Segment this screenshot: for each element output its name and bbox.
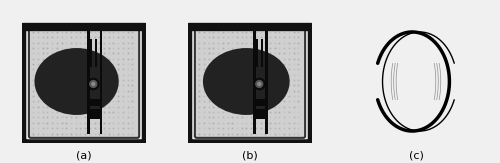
- Bar: [266, 39, 268, 67]
- Circle shape: [254, 78, 265, 89]
- Bar: [253, 30, 256, 133]
- Bar: [253, 109, 268, 119]
- FancyBboxPatch shape: [29, 28, 139, 138]
- Circle shape: [258, 82, 261, 85]
- Circle shape: [92, 82, 95, 85]
- FancyBboxPatch shape: [195, 28, 305, 138]
- Ellipse shape: [34, 48, 118, 115]
- Bar: [256, 39, 258, 67]
- Bar: [266, 30, 268, 133]
- Text: (a): (a): [76, 151, 92, 161]
- Bar: [100, 30, 102, 133]
- Text: (b): (b): [242, 151, 258, 161]
- Bar: [262, 39, 264, 67]
- Bar: [87, 109, 102, 119]
- Circle shape: [88, 78, 99, 89]
- Circle shape: [90, 81, 97, 87]
- Ellipse shape: [203, 48, 290, 115]
- Bar: [87, 30, 90, 133]
- Circle shape: [256, 81, 263, 87]
- Bar: [96, 39, 98, 67]
- Bar: [100, 39, 102, 67]
- Bar: [90, 39, 92, 67]
- Bar: [87, 99, 102, 106]
- Text: (c): (c): [408, 151, 424, 161]
- Bar: [253, 99, 268, 106]
